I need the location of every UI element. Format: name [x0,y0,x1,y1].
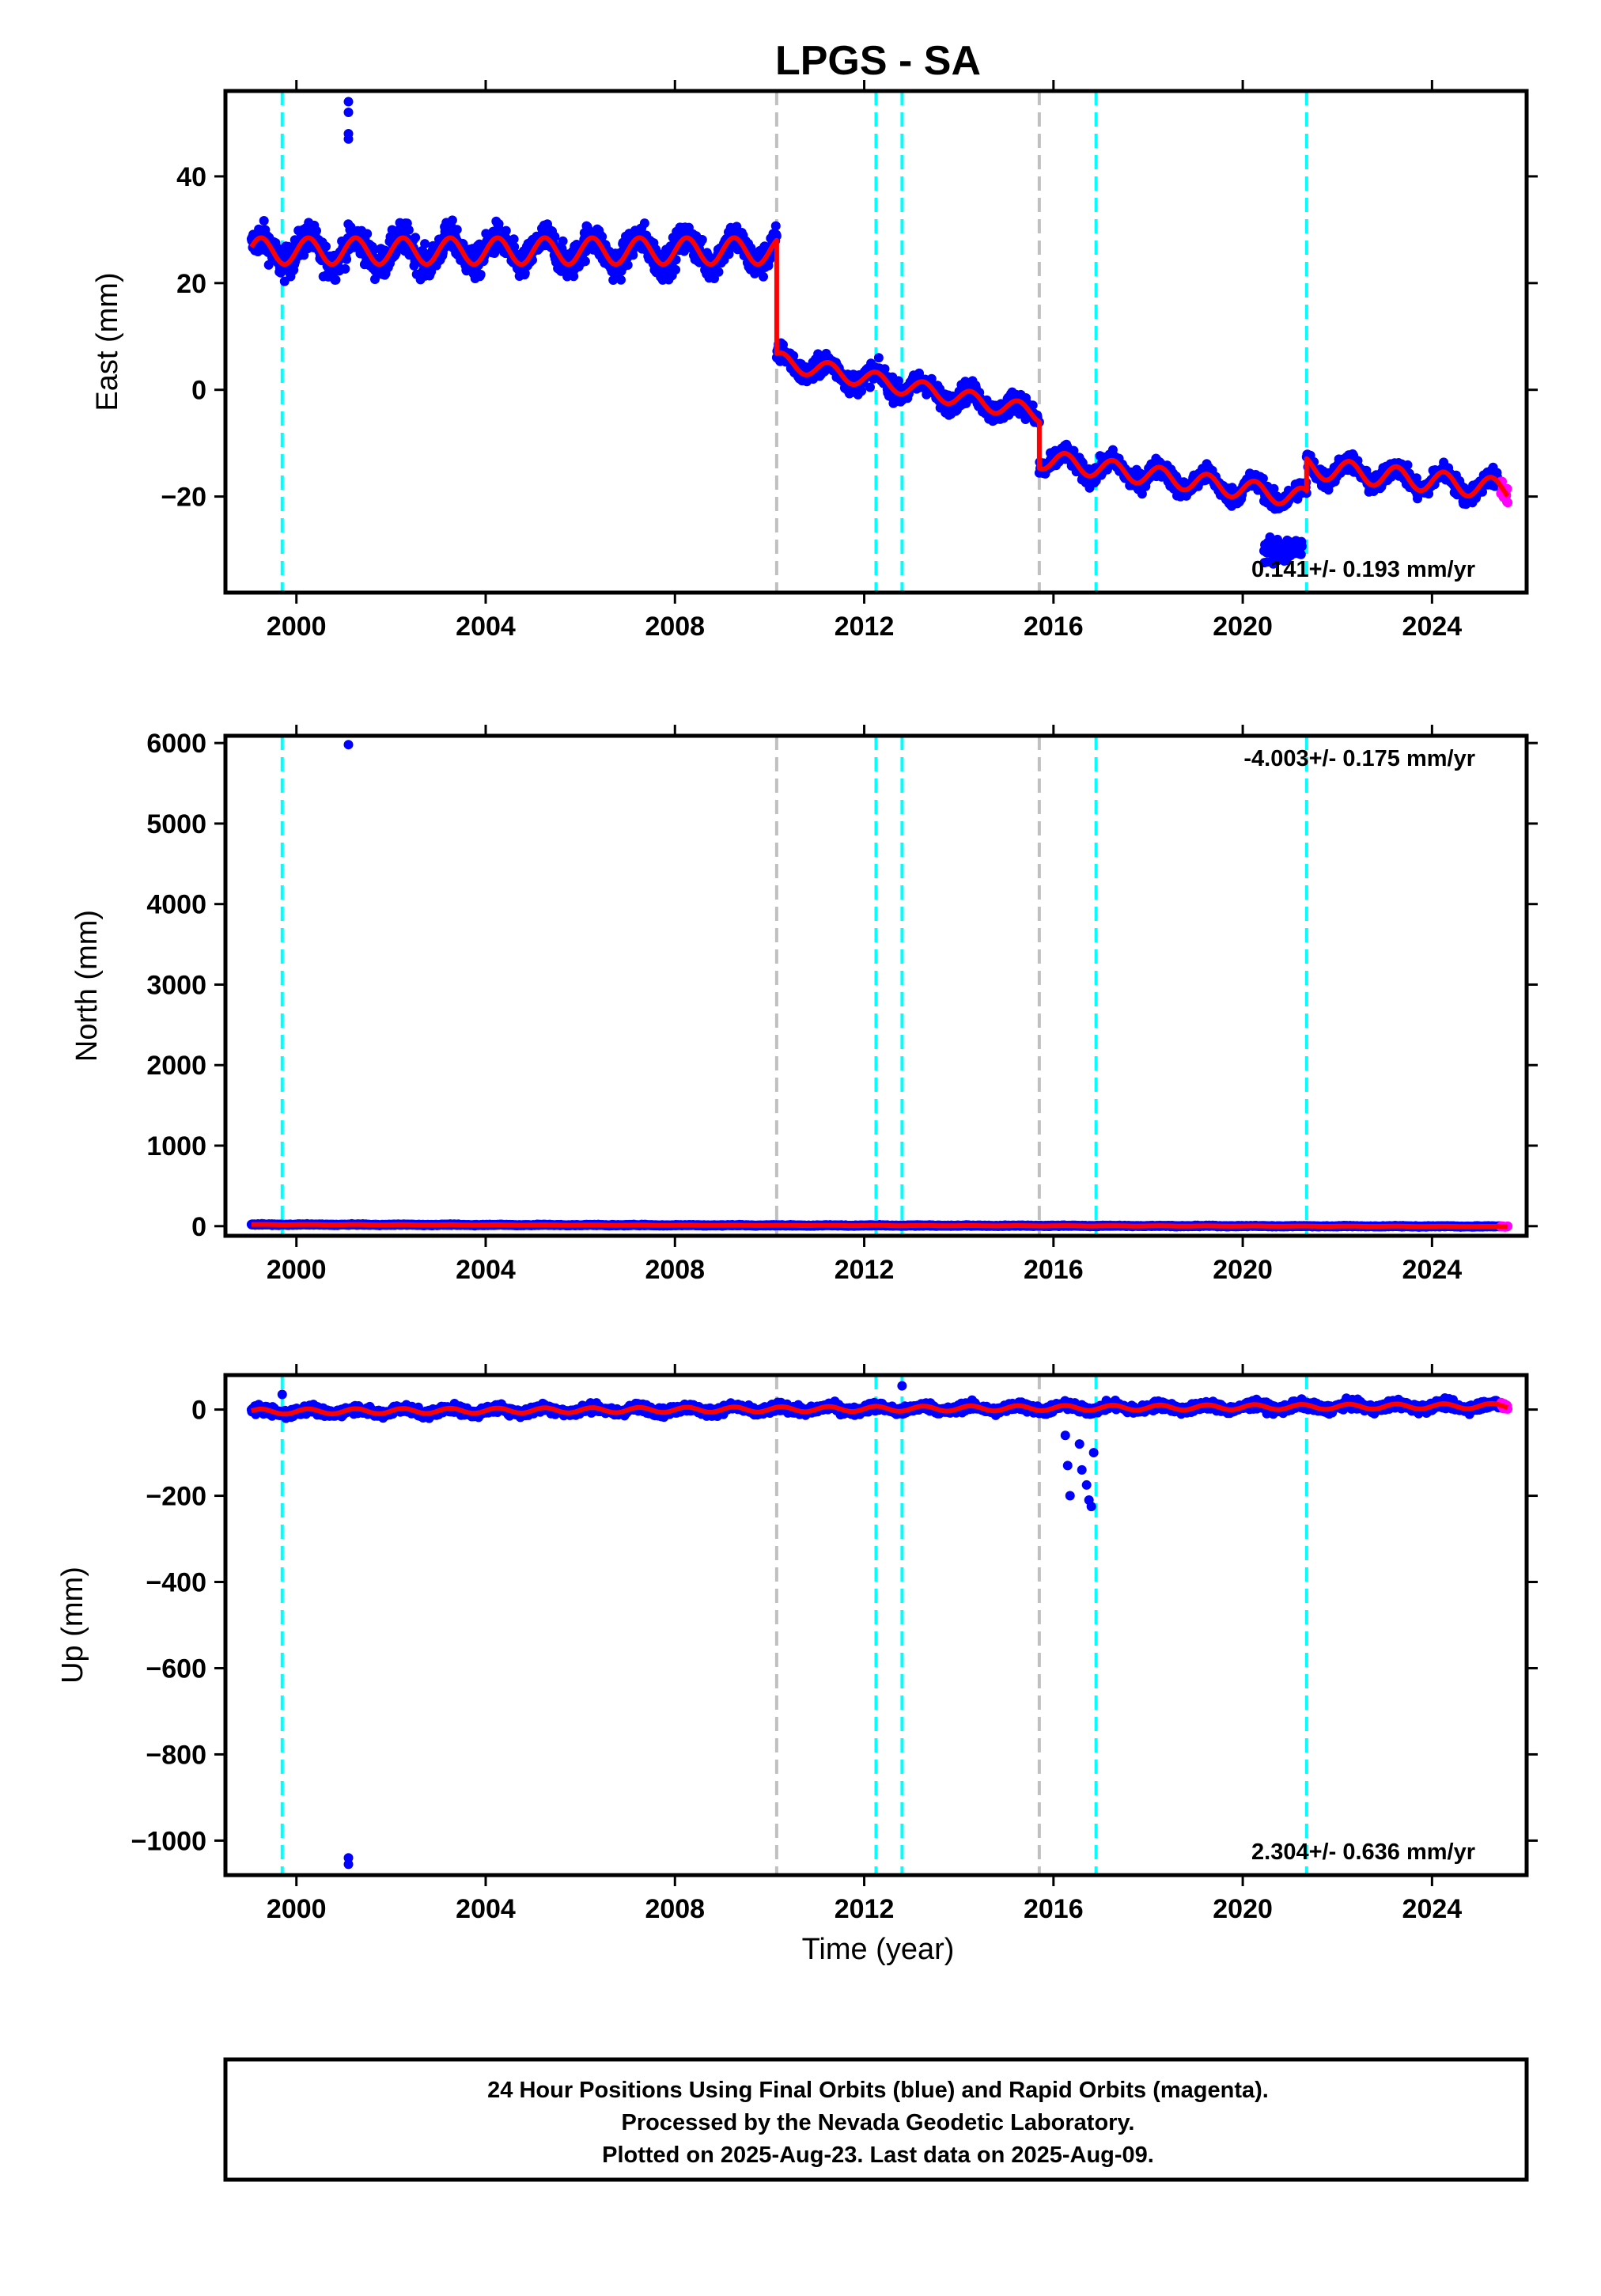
east-point [403,225,414,235]
east-point [475,270,486,279]
east-point [447,215,457,225]
east-y-tick-label: 20 [176,269,206,299]
east-x-tick-label: 2020 [1213,612,1273,642]
east-x-tick-label: 2016 [1024,612,1084,642]
east-point [597,232,607,242]
north-panel: 2000 2004 2008 2012 2016 2020 2024010002000300… [70,725,1538,1285]
east-y-tick-label: 40 [176,162,206,192]
east-y-tick-label: −20 [161,483,206,513]
east-point [501,225,511,236]
east-point [580,256,590,267]
east-x-tick-label: 2008 [645,612,705,642]
east-panel: 2000 2004 2008 2012 2016 2020 2024 −20 0 20 40 East… [91,80,1538,642]
east-y-tick-label: 0 [191,376,206,406]
east-outlier-point [343,134,354,144]
east-point [616,275,626,285]
east-point [340,263,350,274]
east-point [1402,460,1413,470]
east-point [331,275,341,285]
east-point [713,267,724,277]
east-point [865,382,875,392]
east-point [873,353,884,363]
east-point [697,235,707,244]
east-outlier-point [343,97,354,107]
east-point [342,254,352,264]
east-point [628,250,638,260]
east-point [1269,483,1279,494]
east-point [1503,498,1513,508]
east-point [639,218,649,229]
east-rate-label: 0.141+/- 0.193 mm/yr [1251,557,1475,582]
east-point [263,260,274,270]
east-point [550,232,560,241]
east-point [771,231,782,241]
east-point [671,264,681,275]
east-point [509,234,519,244]
east-point [1069,445,1079,456]
east-point [362,229,373,239]
east-point [857,386,867,396]
east-x-tick-label: 2004 [456,612,516,642]
east-point [259,216,269,225]
east-x-tick-label: 2012 [835,612,895,642]
east-point [1137,489,1147,499]
east-point [520,268,530,278]
east-x-tick-label: 2024 [1402,612,1463,642]
east-point [321,241,331,252]
east-point [770,221,781,231]
east-x-tick-label: 2000 [267,612,327,642]
east-point [880,364,890,374]
east-point [1296,541,1307,551]
east-point [623,260,633,270]
east-point [558,236,568,246]
east-point [312,225,321,236]
east-y-axis-label: East (mm) [91,272,124,411]
east-point [1258,473,1268,483]
east-point [452,225,462,235]
east-outlier-point [343,107,354,117]
east-point [759,271,768,282]
east-point [411,233,421,243]
east-point [569,271,579,282]
east-point [420,239,430,249]
east-point [1028,400,1038,411]
chart-title: LPGS - SA [775,38,981,84]
